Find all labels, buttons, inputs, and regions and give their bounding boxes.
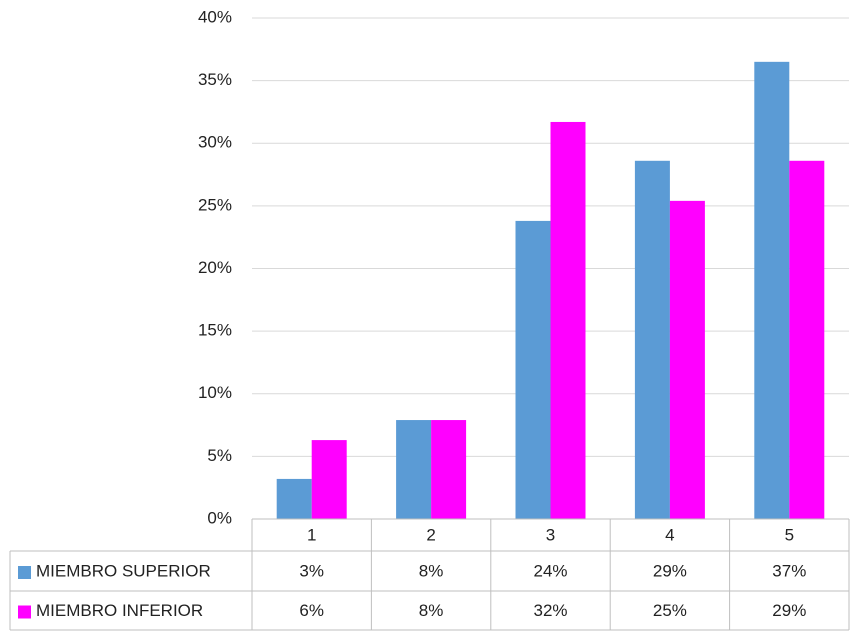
bar bbox=[634, 160, 670, 519]
value-label: 29% bbox=[653, 561, 687, 580]
y-tick-label: 10% bbox=[198, 383, 232, 402]
y-tick-label: 5% bbox=[207, 446, 232, 465]
legend-swatch bbox=[18, 566, 31, 579]
value-label: 6% bbox=[299, 601, 324, 620]
y-tick-label: 30% bbox=[198, 133, 232, 152]
bar bbox=[431, 420, 467, 519]
value-label: 32% bbox=[533, 601, 567, 620]
bar bbox=[515, 220, 551, 519]
bar bbox=[789, 160, 825, 519]
value-label: 8% bbox=[419, 601, 444, 620]
bar bbox=[550, 121, 586, 520]
y-tick-label: 15% bbox=[198, 321, 232, 340]
bar bbox=[396, 420, 432, 519]
x-tick-label: 1 bbox=[307, 525, 316, 544]
x-tick-label: 2 bbox=[426, 525, 435, 544]
x-tick-label: 3 bbox=[546, 525, 555, 544]
value-label: 37% bbox=[772, 561, 806, 580]
value-label: 25% bbox=[653, 601, 687, 620]
bar bbox=[276, 478, 312, 519]
value-label: 3% bbox=[299, 561, 324, 580]
y-tick-label: 40% bbox=[198, 7, 232, 26]
y-tick-label: 20% bbox=[198, 258, 232, 277]
bar bbox=[669, 200, 705, 520]
x-tick-label: 4 bbox=[665, 525, 674, 544]
value-label: 24% bbox=[533, 561, 567, 580]
bar bbox=[754, 61, 790, 520]
value-label: 29% bbox=[772, 601, 806, 620]
y-tick-label: 0% bbox=[207, 508, 232, 527]
legend-swatch bbox=[18, 605, 31, 619]
y-tick-label: 35% bbox=[198, 70, 232, 89]
value-label: 8% bbox=[419, 561, 444, 580]
legend-label: MIEMBRO INFERIOR bbox=[36, 601, 203, 620]
y-tick-label: 25% bbox=[198, 195, 232, 214]
legend-label: MIEMBRO SUPERIOR bbox=[36, 561, 211, 580]
x-tick-label: 5 bbox=[785, 525, 794, 544]
bar bbox=[311, 440, 347, 519]
